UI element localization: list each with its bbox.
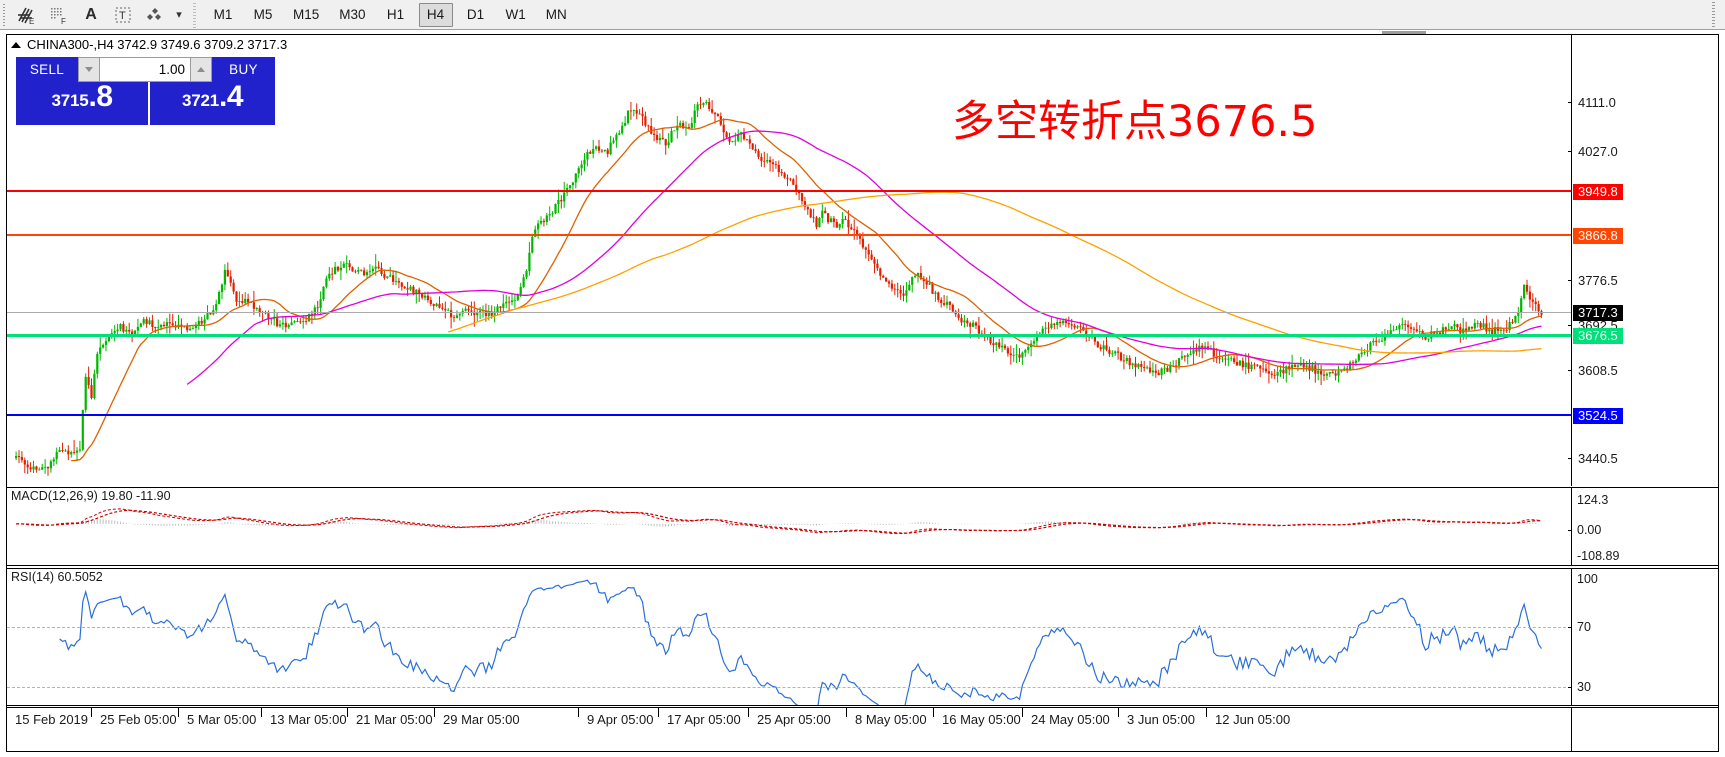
price-tick-3866.8: 3866.8 bbox=[1572, 228, 1623, 244]
price-tick-3776.5: 3776.5 bbox=[1568, 274, 1618, 288]
one-click-trading-panel[interactable]: SELL 1.00 BUY 3715 .8 3721 .4 bbox=[16, 57, 275, 125]
price-tick-3608.5: 3608.5 bbox=[1568, 364, 1618, 378]
rsi-tick-70: 70 bbox=[1568, 621, 1591, 634]
level-line-resistance-red[interactable] bbox=[7, 190, 1571, 192]
time-tick: 21 Mar 05:00 bbox=[347, 708, 433, 727]
collapse-triangle-icon[interactable] bbox=[11, 41, 21, 48]
price-tick-3440.5: 3440.5 bbox=[1568, 452, 1618, 466]
price-tick-4111.0: 4111.0 bbox=[1568, 96, 1616, 110]
macd-pane[interactable]: MACD(12,26,9) 19.80 -11.90 124.3 0.00 -108… bbox=[7, 487, 1718, 566]
buy-button[interactable]: BUY bbox=[212, 57, 275, 82]
text-label-icon[interactable]: A bbox=[85, 5, 97, 23]
buy-price-display[interactable]: 3721 .4 bbox=[150, 82, 275, 125]
timeframe-d1[interactable]: D1 bbox=[466, 7, 485, 22]
macd-tick--108.89: -108.89 bbox=[1577, 549, 1620, 563]
timeframe-h1[interactable]: H1 bbox=[386, 7, 405, 22]
rsi-guide-70 bbox=[7, 627, 1571, 628]
sell-price-integer: 3715 bbox=[51, 91, 89, 110]
svg-text:E: E bbox=[29, 17, 34, 25]
rsi-pane[interactable]: RSI(14) 60.5052 100 70 30 bbox=[7, 568, 1718, 706]
time-tick: 9 Apr 05:00 bbox=[578, 708, 654, 727]
buy-price-integer: 3721 bbox=[181, 91, 219, 110]
level-line-resistance-orange[interactable] bbox=[7, 234, 1571, 236]
price-tick-3717.3: 3717.3 bbox=[1572, 305, 1623, 321]
time-tick: 13 Mar 05:00 bbox=[261, 708, 347, 727]
time-tick: 17 Apr 05:00 bbox=[658, 708, 741, 727]
timeframe-w1[interactable]: W1 bbox=[505, 7, 526, 22]
time-tick: 16 May 05:00 bbox=[933, 708, 1021, 727]
time-axis-divider bbox=[1571, 708, 1572, 752]
timeframe-m15[interactable]: M15 bbox=[293, 7, 320, 22]
timeframe-h4[interactable]: H4 bbox=[418, 2, 453, 27]
volume-decrease-button[interactable] bbox=[78, 57, 100, 82]
macd-tick-0.00: 0.00 bbox=[1568, 524, 1601, 537]
objects-icon[interactable] bbox=[140, 2, 170, 28]
grid-template-icon[interactable]: F bbox=[44, 2, 74, 28]
time-tick: 24 May 05:00 bbox=[1022, 708, 1110, 727]
price-pane[interactable]: CHINA300-,H4 3742.9 3749.6 3709.2 3717.3… bbox=[7, 35, 1718, 486]
volume-input[interactable]: 1.00 bbox=[100, 57, 190, 82]
chart-shift-icon[interactable]: E bbox=[12, 2, 42, 28]
time-tick: 8 May 05:00 bbox=[846, 708, 927, 727]
chart-annotation-text: 多空转折点3676.5 bbox=[952, 97, 1318, 147]
level-line-current-price[interactable] bbox=[7, 312, 1571, 313]
trade-panel-prices: 3715 .8 3721 .4 bbox=[16, 82, 275, 125]
chart-scroll-nub[interactable] bbox=[1382, 31, 1426, 34]
chart-window: CHINA300-,H4 3742.9 3749.6 3709.2 3717.3… bbox=[6, 31, 1719, 752]
time-tick: 5 Mar 05:00 bbox=[178, 708, 256, 727]
symbol-header: CHINA300-,H4 3742.9 3749.6 3709.2 3717.3 bbox=[11, 37, 287, 52]
buy-price-decimal: .4 bbox=[219, 80, 244, 113]
rsi-indicator-label: RSI(14) 60.5052 bbox=[11, 570, 103, 584]
trade-panel-controls: SELL 1.00 BUY bbox=[16, 57, 275, 82]
timeframe-m1[interactable]: M1 bbox=[213, 7, 233, 22]
sell-price-decimal: .8 bbox=[88, 80, 114, 113]
timeframe-m5[interactable]: M5 bbox=[253, 7, 273, 22]
toolbar-drag-handle[interactable] bbox=[1, 1, 9, 28]
macd-indicator-label: MACD(12,26,9) 19.80 -11.90 bbox=[11, 489, 171, 503]
rsi-axis: 100 70 30 bbox=[1568, 569, 1718, 705]
time-tick: 29 Mar 05:00 bbox=[434, 708, 520, 727]
sell-price-display[interactable]: 3715 .8 bbox=[16, 82, 148, 125]
rsi-guide-30 bbox=[7, 687, 1571, 688]
time-tick: 25 Feb 05:00 bbox=[91, 708, 177, 727]
rsi-tick-30: 30 bbox=[1568, 681, 1591, 694]
symbol-header-text: CHINA300-,H4 3742.9 3749.6 3709.2 3717.3 bbox=[27, 37, 288, 52]
timeframe-group: M1 M5 M15 M30 H1 H4 D1 W1 MN bbox=[203, 2, 577, 27]
svg-text:T: T bbox=[119, 10, 126, 22]
price-axis[interactable]: 4111.0 4027.0 3949.8 3866.8 3776.5 3717.3 3692… bbox=[1568, 35, 1718, 486]
level-line-pivot-green[interactable] bbox=[7, 334, 1571, 337]
price-tick-4027.0: 4027.0 bbox=[1568, 145, 1618, 159]
volume-increase-button[interactable] bbox=[190, 57, 212, 82]
time-tick: 12 Jun 05:00 bbox=[1206, 708, 1290, 727]
price-series-svg bbox=[15, 96, 1543, 476]
objects-dropdown-icon[interactable]: ▾ bbox=[176, 9, 182, 21]
toolbar-separator bbox=[190, 1, 198, 28]
timeframe-m30[interactable]: M30 bbox=[339, 7, 366, 22]
rsi-series-svg bbox=[59, 579, 1543, 705]
level-line-support-blue-1[interactable] bbox=[7, 414, 1571, 416]
macd-tick-124.3: 124.3 bbox=[1577, 493, 1609, 507]
price-plot-area[interactable] bbox=[7, 35, 1571, 486]
rsi-tick-100: 100 bbox=[1577, 572, 1598, 586]
price-tick-3949.8: 3949.8 bbox=[1572, 184, 1623, 200]
toolbar-overflow-handle[interactable] bbox=[1712, 2, 1721, 28]
time-axis[interactable]: 15 Feb 2019 25 Feb 05:00 5 Mar 05:00 13 Mar… bbox=[6, 707, 1718, 752]
text-object-icon[interactable]: T bbox=[108, 2, 138, 28]
macd-plot-area[interactable] bbox=[7, 488, 1571, 565]
price-tick-3524.5: 3524.5 bbox=[1572, 408, 1623, 424]
time-tick: 3 Jun 05:00 bbox=[1118, 708, 1195, 727]
sell-button[interactable]: SELL bbox=[16, 57, 78, 82]
main-toolbar: E F A T bbox=[0, 0, 1725, 30]
rsi-plot-area[interactable] bbox=[7, 569, 1571, 705]
time-tick: 15 Feb 2019 bbox=[6, 708, 88, 727]
macd-axis: 124.3 0.00 -108.89 bbox=[1568, 488, 1718, 565]
timeframe-mn[interactable]: MN bbox=[545, 7, 567, 22]
time-tick: 25 Apr 05:00 bbox=[748, 708, 831, 727]
price-tick-3676.5: 3676.5 bbox=[1572, 328, 1623, 344]
macd-series-svg bbox=[16, 508, 1543, 535]
svg-text:F: F bbox=[61, 17, 66, 25]
